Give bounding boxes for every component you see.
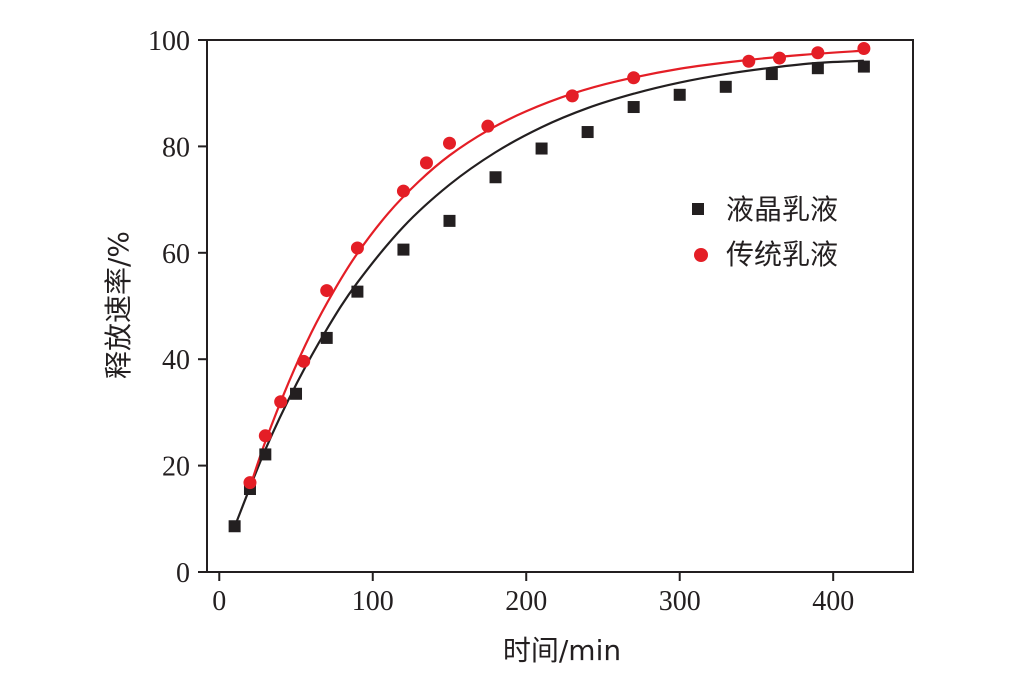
data-point-liquid-crystal [228,520,241,533]
data-point-traditional [481,119,495,133]
data-point-traditional [772,51,786,65]
data-point-traditional [857,42,871,56]
x-tick-label: 100 [352,586,394,617]
data-point-traditional [243,476,257,490]
y-tick-label: 60 [162,239,190,270]
plot-frame [206,39,914,573]
legend-marker-square [692,203,704,215]
fit-curve-traditional [248,49,864,488]
y-tick-label: 40 [162,345,190,376]
data-point-traditional [419,156,433,170]
y-tick-label: 100 [148,26,190,57]
data-point-traditional [742,54,756,68]
legend-label-traditional: 传统乳液 [726,238,838,271]
data-point-liquid-crystal [443,214,456,227]
data-point-traditional [258,429,272,443]
data-point-traditional [297,354,311,368]
data-point-liquid-crystal [259,448,272,461]
data-point-liquid-crystal [811,62,824,75]
plot-area [228,42,871,533]
data-point-traditional [396,184,410,198]
data-point-liquid-crystal [765,68,778,81]
data-point-liquid-crystal [719,80,732,93]
data-point-traditional [627,71,641,85]
x-tick-label: 200 [505,586,547,617]
data-point-traditional [811,46,825,60]
y-tick-label: 20 [162,452,190,483]
data-point-liquid-crystal [581,126,594,139]
data-point-liquid-crystal [673,88,686,101]
y-tick-label: 80 [162,132,190,163]
data-point-liquid-crystal [351,285,364,298]
legend: 液晶乳液 传统乳液 [692,193,838,271]
data-point-liquid-crystal [320,331,333,344]
data-point-traditional [320,284,334,298]
data-point-liquid-crystal [857,60,870,73]
data-point-traditional [442,136,456,150]
legend-marker-circle [694,248,708,262]
data-point-traditional [274,395,288,409]
x-axis-label: 时间/min [503,634,621,667]
data-point-liquid-crystal [290,387,303,400]
y-axis-label: 释放速率/% [102,231,135,379]
x-tick-label: 400 [812,586,854,617]
fit-curve-liquid-crystal [233,59,864,528]
data-point-liquid-crystal [535,142,548,155]
data-point-traditional [565,89,579,103]
axes: 0 100 200 300 400 0 20 40 60 80 100 [148,26,914,617]
x-tick-label: 300 [659,586,701,617]
legend-label-liquid-crystal: 液晶乳液 [726,193,838,226]
data-point-liquid-crystal [397,243,410,256]
x-tick-label: 0 [212,586,226,617]
data-point-liquid-crystal [489,171,502,184]
data-point-traditional [350,241,364,255]
data-point-liquid-crystal [627,101,640,114]
y-tick-label: 0 [176,558,190,589]
